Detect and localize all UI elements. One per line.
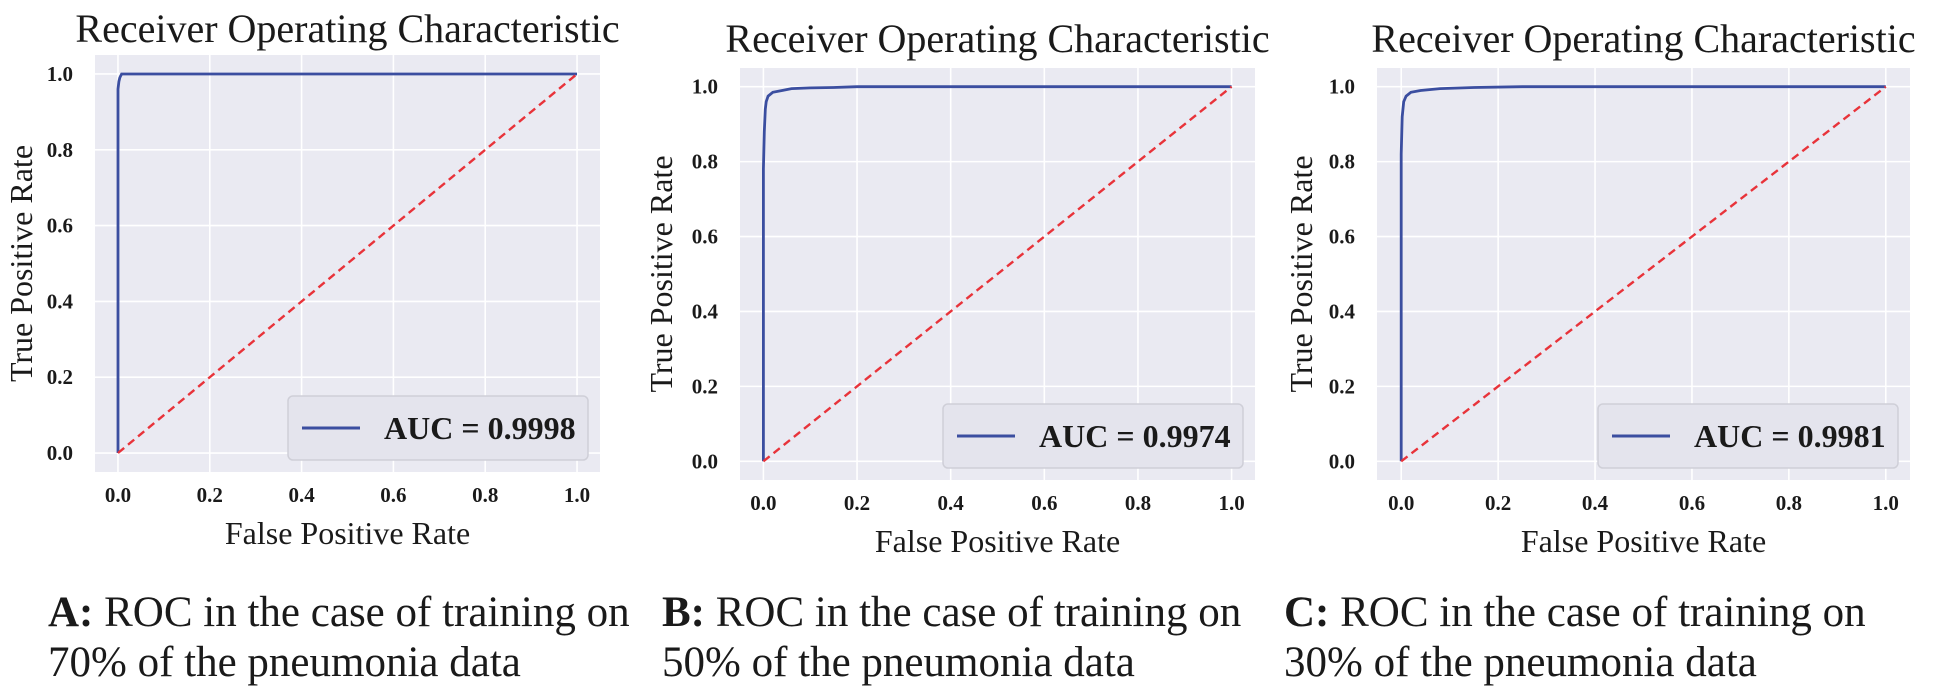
x-axis-label: False Positive Rate: [1521, 523, 1766, 559]
y-tick-label: 0.2: [1329, 374, 1355, 398]
y-tick-label: 0.2: [47, 365, 73, 389]
caption-c: C: ROC in the case of training on 30% of…: [1284, 588, 1904, 688]
legend: AUC = 0.9998: [287, 395, 589, 461]
y-axis-label: True Positive Rate: [1283, 155, 1319, 392]
roc-chart-b: 0.0 0.2 0.4 0.6 0.8 1.0 0.0 0.2 0.4 0.6 0.8 1.0 Rece…: [643, 16, 1270, 559]
y-tick-label: 0.6: [47, 214, 73, 238]
y-axis-label: True Positive Rate: [3, 145, 39, 382]
y-tick-label: 0.2: [692, 374, 718, 398]
x-tick-label: 0.2: [844, 491, 870, 515]
x-axis-label: False Positive Rate: [225, 515, 470, 551]
panel-c: 0.0 0.2 0.4 0.6 0.8 1.0 0.0 0.2 0.4 0.6 0.8 1.0 Rece…: [1280, 0, 1935, 686]
caption-letter: C:: [1284, 589, 1330, 636]
caption-text: ROC in the case of training on 30% of th…: [1284, 589, 1866, 686]
x-tick-label: 0.0: [1388, 491, 1414, 515]
legend-label: AUC = 0.9974: [1039, 418, 1231, 454]
x-axis-label: False Positive Rate: [875, 523, 1120, 559]
roc-curve: [762, 85, 1232, 462]
legend: AUC = 0.9981: [1597, 403, 1899, 469]
roc-curve: [1399, 85, 1886, 462]
x-tick-label: 0.6: [1679, 491, 1705, 515]
y-tick-label: 0.0: [1329, 449, 1355, 473]
caption-a: A: ROC in the case of training on 70% of…: [48, 588, 668, 688]
x-tick-label: 0.2: [1485, 491, 1511, 515]
y-tick-label: 0.8: [1329, 150, 1355, 174]
x-tick-label: 1.0: [1873, 491, 1899, 515]
y-tick-label: 1.0: [1329, 75, 1355, 99]
caption-letter: A:: [48, 589, 94, 636]
panel-b: 0.0 0.2 0.4 0.6 0.8 1.0 0.0 0.2 0.4 0.6 0.8 1.0 Rece…: [640, 0, 1280, 686]
chart-title: Receiver Operating Characteristic: [725, 16, 1269, 61]
chance-line: [1400, 85, 1887, 463]
x-tick-label: 0.6: [380, 483, 406, 507]
x-tick-label: 0.8: [472, 483, 498, 507]
legend-label: AUC = 0.9981: [1694, 418, 1886, 454]
x-tick-label: 0.0: [750, 491, 776, 515]
caption-letter: B:: [662, 589, 705, 636]
y-tick-label: 1.0: [47, 62, 73, 86]
legend-label: AUC = 0.9998: [384, 410, 576, 446]
legend-box: [942, 403, 1244, 469]
y-tick-label: 0.4: [47, 289, 74, 313]
legend-box: [287, 395, 589, 461]
x-tick-label: 0.4: [288, 483, 315, 507]
y-tick-label: 0.4: [1329, 299, 1356, 323]
x-tick-label: 0.0: [105, 483, 131, 507]
legend-box: [1597, 403, 1899, 469]
roc-chart-c: 0.0 0.2 0.4 0.6 0.8 1.0 0.0 0.2 0.4 0.6 0.8 1.0 Rece…: [1283, 16, 1916, 559]
x-tick-label: 0.4: [938, 491, 965, 515]
chance-line: [762, 85, 1233, 463]
roc-chart-a: 0.0 0.2 0.4 0.6 0.8 1.00.00.20.40.60.81.0Rece…: [3, 6, 620, 551]
y-tick-label: 0.6: [1329, 225, 1355, 249]
x-tick-label: 1.0: [564, 483, 590, 507]
y-tick-label: 0.4: [692, 299, 719, 323]
x-tick-label: 0.2: [197, 483, 223, 507]
chance-line: [117, 73, 578, 454]
x-tick-label: 0.4: [1582, 491, 1609, 515]
x-tick-label: 1.0: [1218, 491, 1244, 515]
y-tick-label: 0.0: [692, 449, 718, 473]
x-tick-label: 0.6: [1031, 491, 1057, 515]
y-tick-label: 0.0: [47, 441, 73, 465]
chart-title: Receiver Operating Characteristic: [75, 6, 619, 51]
roc-curve: [116, 72, 577, 453]
caption-b: B: ROC in the case of training on 50% of…: [662, 588, 1282, 688]
x-tick-label: 0.8: [1776, 491, 1802, 515]
panel-a: 0.0 0.2 0.4 0.6 0.8 1.0 0.0 0.2 0.4 0.6 0.8 1.0 Rece…: [0, 0, 640, 686]
y-tick-label: 1.0: [692, 75, 718, 99]
y-tick-label: 0.8: [692, 150, 718, 174]
y-axis-label: True Positive Rate: [643, 155, 679, 392]
y-tick-label: 0.8: [47, 138, 73, 162]
x-tick-label: 0.8: [1125, 491, 1151, 515]
caption-text: ROC in the case of training on 50% of th…: [662, 589, 1242, 686]
legend: AUC = 0.9974: [942, 403, 1244, 469]
y-tick-label: 0.6: [692, 225, 718, 249]
caption-text: ROC in the case of training on 70% of th…: [48, 589, 630, 686]
chart-title: Receiver Operating Characteristic: [1371, 16, 1915, 61]
